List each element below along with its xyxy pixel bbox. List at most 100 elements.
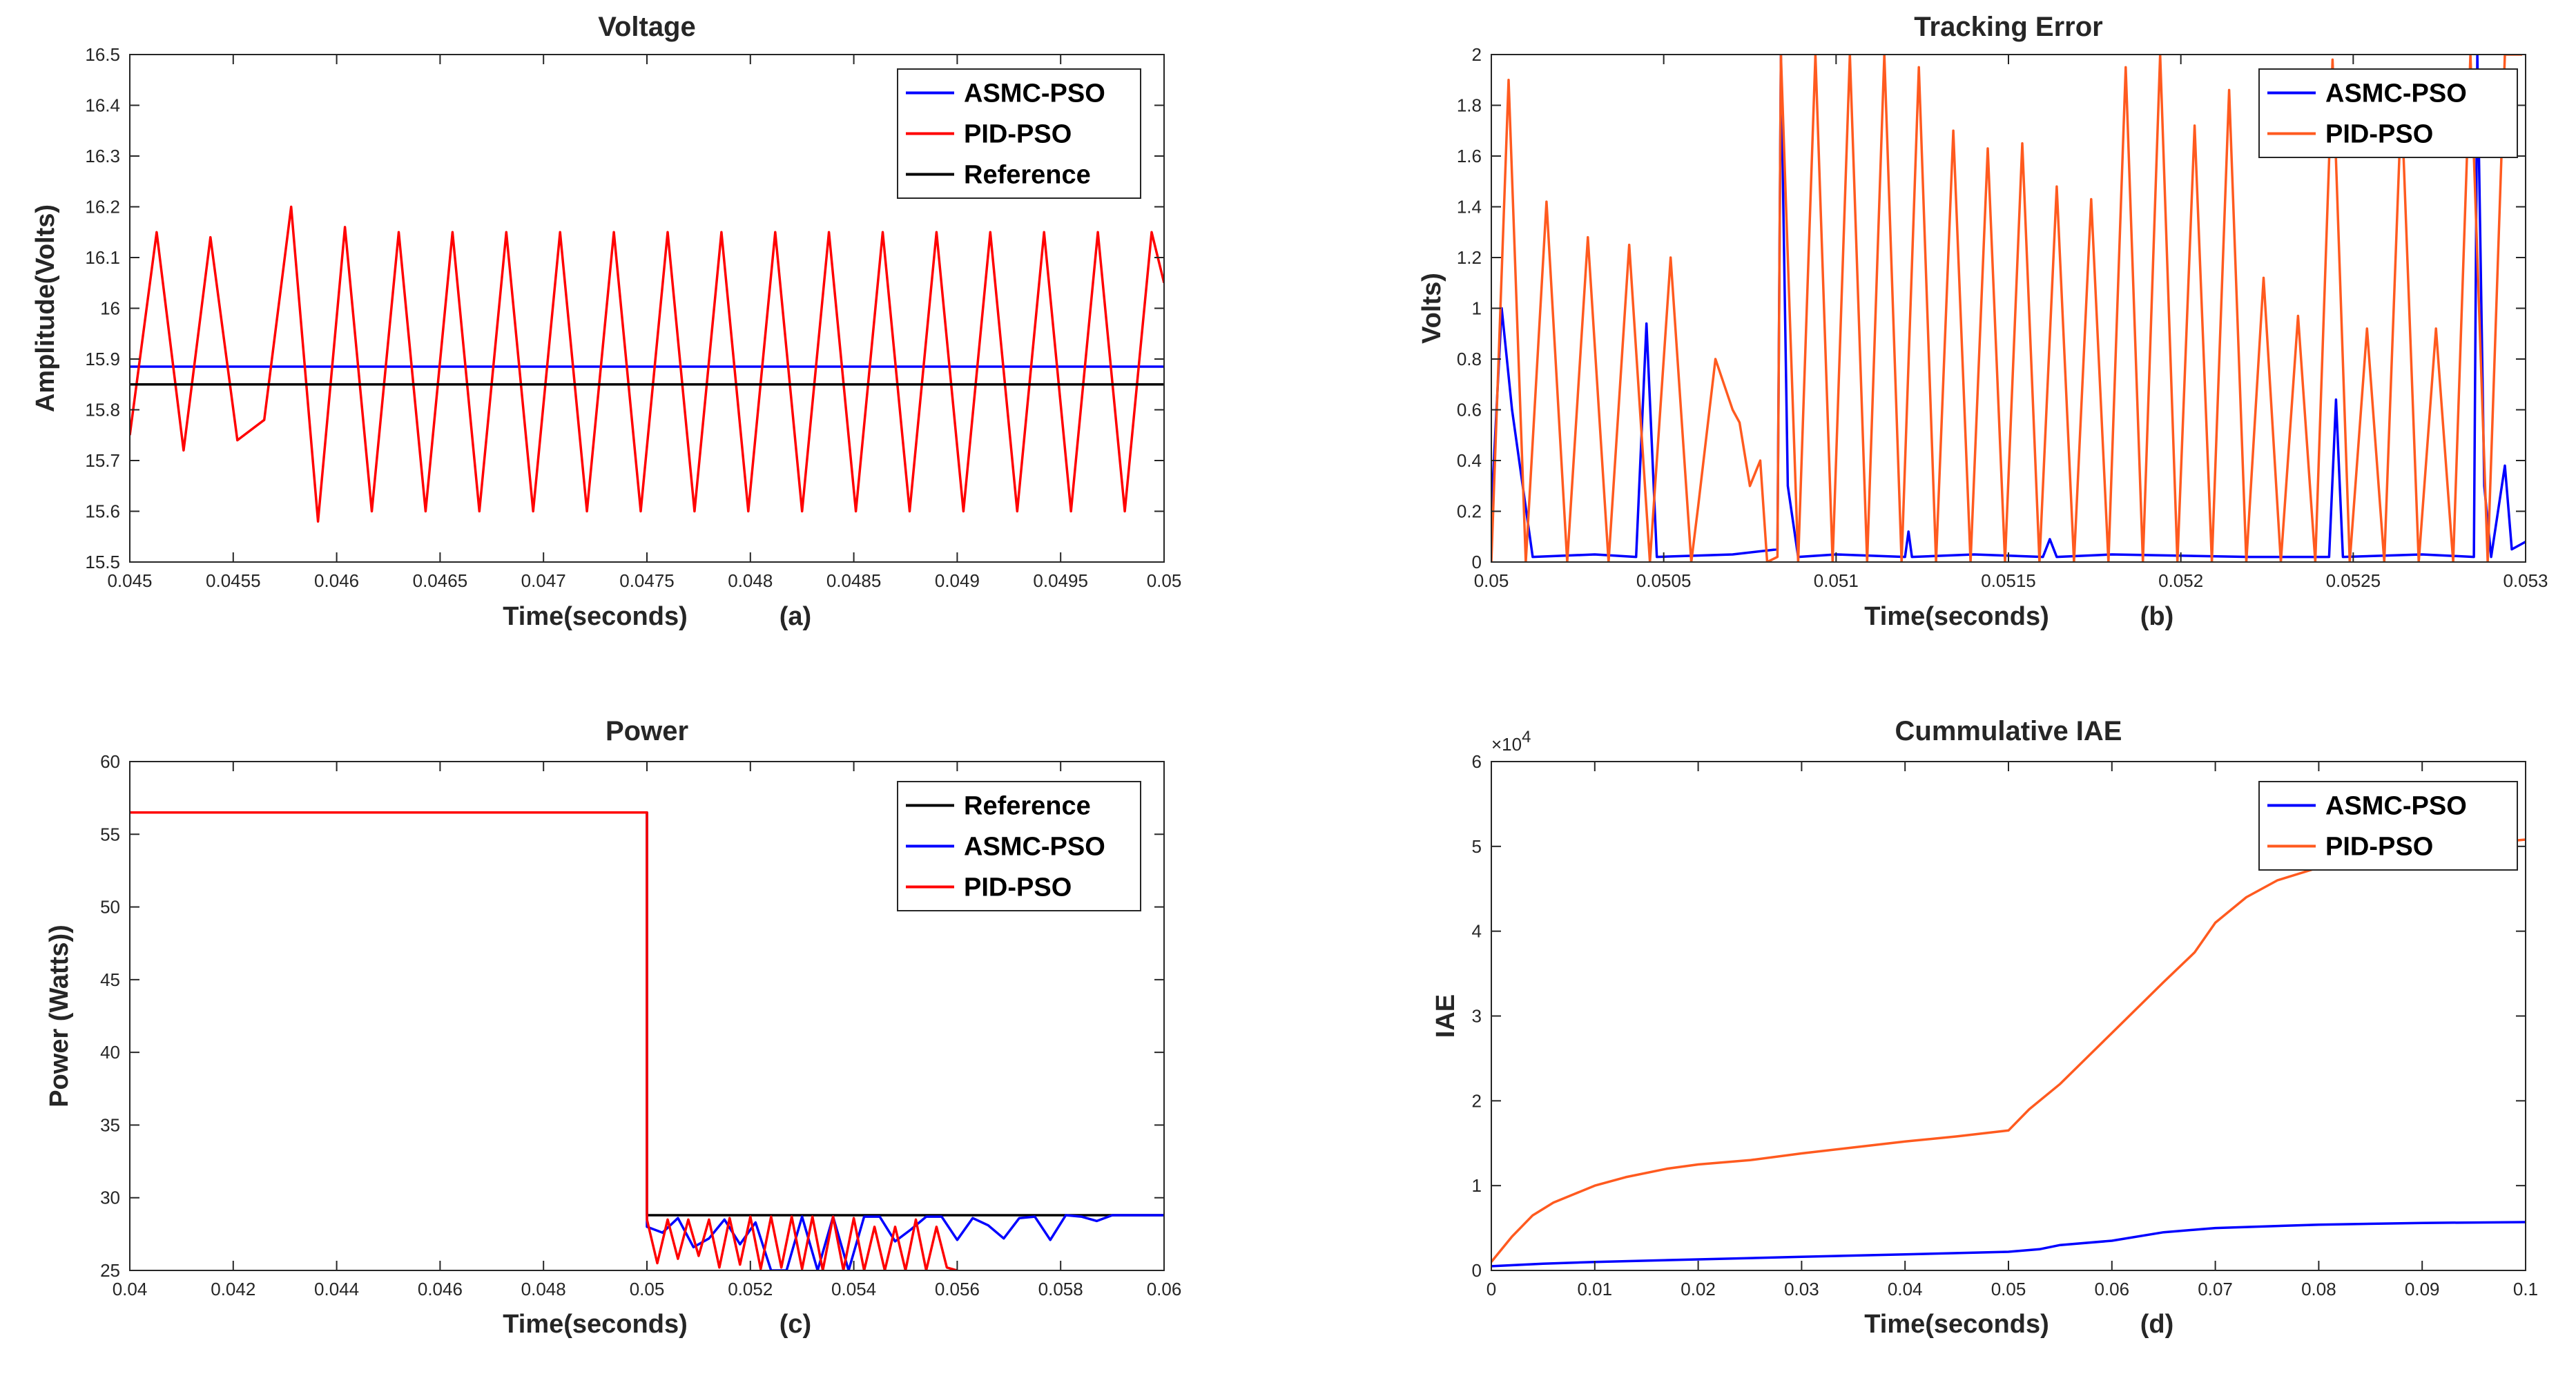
x-tick-label: 0.053 xyxy=(2503,570,2548,591)
legend-label: ASMC-PSO xyxy=(964,79,1105,108)
legend: ASMC-PSO PID-PSO xyxy=(2258,68,2518,158)
y-tick-label: 0.6 xyxy=(1457,400,1482,420)
y-tick-label: 16.1 xyxy=(85,247,120,268)
x-tick-label: 0.046 xyxy=(418,1279,463,1299)
x-tick-label: 0.09 xyxy=(2405,1279,2440,1299)
x-tick-label: 0.08 xyxy=(2301,1279,2336,1299)
legend: ASMC-PSO PID-PSO Reference xyxy=(897,68,1141,199)
legend-label: ASMC-PSO xyxy=(2325,792,2467,821)
legend-label: Reference xyxy=(964,792,1091,821)
x-tick-label: 0 xyxy=(1486,1279,1496,1299)
x-tick-label: 0.048 xyxy=(521,1279,566,1299)
x-tick-label: 0.02 xyxy=(1681,1279,1716,1299)
y-tick-label: 6 xyxy=(1472,751,1482,772)
y-tick-label: 16.2 xyxy=(85,197,120,217)
panel-label: (d) xyxy=(2140,1310,2174,1339)
panel-label: (c) xyxy=(779,1310,811,1339)
legend: Reference ASMC-PSO PID-PSO xyxy=(897,781,1141,911)
y-tick-label: 16.4 xyxy=(85,95,120,116)
y-tick-label: 16.5 xyxy=(85,44,120,65)
chart-title: Voltage xyxy=(598,12,696,42)
y-tick-label: 15.7 xyxy=(85,450,120,471)
chart-b: 0.05 0.0505 0.051 0.0515 0.052 0.0525 0.053 0 0.… xyxy=(1417,12,2548,631)
x-tick-label: 0.0495 xyxy=(1033,570,1088,591)
y-tick-label: 0.8 xyxy=(1457,349,1482,369)
legend-label: PID-PSO xyxy=(964,120,1072,149)
chart-title: Power xyxy=(606,716,688,746)
x-tick-label: 0.045 xyxy=(107,570,152,591)
y-tick-label: 5 xyxy=(1472,836,1482,857)
series-line-pid-pso xyxy=(130,205,1164,523)
series-line-pid-pso xyxy=(1491,55,2522,562)
y-tick-label: 4 xyxy=(1472,921,1482,942)
y-tick-label: 15.9 xyxy=(85,349,120,369)
y-tick-label: 60 xyxy=(100,751,120,772)
series-line-pid-pso xyxy=(1491,838,2526,1263)
y-tick-label: 2 xyxy=(1472,44,1482,65)
y-tick-label: 0 xyxy=(1472,1260,1482,1281)
y-tick-label: 55 xyxy=(100,824,120,844)
x-tick-label: 0.04 xyxy=(1888,1279,1923,1299)
chart-title: Cummulative IAE xyxy=(1895,716,2122,746)
x-tick-label: 0.051 xyxy=(1814,570,1859,591)
legend: ASMC-PSO PID-PSO xyxy=(2258,781,2518,871)
y-axis-label: IAE xyxy=(1431,994,1460,1038)
x-axis-label: Time(seconds) xyxy=(1864,602,2049,631)
x-axis-label: Time(seconds) xyxy=(503,1310,687,1339)
x-tick-label: 0.0455 xyxy=(206,570,261,591)
y-tick-label: 35 xyxy=(100,1114,120,1135)
y-axis-label: Amplitude(Volts) xyxy=(31,204,60,412)
x-tick-label: 0.05 xyxy=(1147,570,1182,591)
x-tick-label: 0.03 xyxy=(1784,1279,1819,1299)
y-tick-label: 0 xyxy=(1472,552,1482,572)
x-tick-label: 0.0525 xyxy=(2326,570,2381,591)
x-tick-label: 0.07 xyxy=(2198,1279,2233,1299)
x-tick-label: 0.04 xyxy=(113,1279,148,1299)
y-tick-label: 2 xyxy=(1472,1090,1482,1111)
y-exponent-power: 4 xyxy=(1522,728,1531,746)
y-tick-label: 1 xyxy=(1472,298,1482,319)
x-tick-label: 0.044 xyxy=(314,1279,359,1299)
x-tick-label: 0.054 xyxy=(831,1279,876,1299)
y-tick-label: 1.2 xyxy=(1457,247,1482,268)
x-axis-label: Time(seconds) xyxy=(1864,1310,2049,1339)
y-tick-label: 1.4 xyxy=(1457,197,1482,217)
x-tick-label: 0.05 xyxy=(1991,1279,2026,1299)
y-tick-label: 1.8 xyxy=(1457,95,1482,116)
x-tick-label: 0.052 xyxy=(2158,570,2203,591)
legend-label: PID-PSO xyxy=(964,873,1072,902)
y-axis-label: Volts) xyxy=(1417,273,1446,344)
legend-label: ASMC-PSO xyxy=(2325,79,2467,108)
y-axis-label: Power (Watts)) xyxy=(45,925,74,1107)
chart-d: 0 0.01 0.02 0.03 0.04 0.05 0.06 0.07 0.08 0.09 0.1… xyxy=(1431,716,2538,1339)
chart-c: 0.04 0.042 0.044 0.046 0.048 0.05 0.052 0.054 0.… xyxy=(45,716,1181,1339)
x-tick-label: 0.047 xyxy=(521,570,566,591)
y-tick-label: 16.3 xyxy=(85,146,120,166)
chart-a: 0.045 0.0455 0.046 0.0465 0.047 0.0475 0.048 0.… xyxy=(31,12,1181,631)
y-exponent-label: ×104 xyxy=(1491,728,1531,755)
x-tick-label: 0.048 xyxy=(728,570,773,591)
y-tick-label: 15.8 xyxy=(85,400,120,420)
series-line-pid-pso xyxy=(130,811,958,1270)
y-tick-label: 3 xyxy=(1472,1006,1482,1027)
x-tick-label: 0.0515 xyxy=(1981,570,2036,591)
x-tick-label: 0.05 xyxy=(630,1279,665,1299)
x-tick-label: 0.056 xyxy=(935,1279,980,1299)
x-tick-label: 0.06 xyxy=(2094,1279,2129,1299)
x-tick-label: 0.06 xyxy=(1147,1279,1182,1299)
x-tick-label: 0.042 xyxy=(211,1279,255,1299)
x-tick-label: 0.0485 xyxy=(826,570,882,591)
y-tick-label: 15.6 xyxy=(85,501,120,522)
y-tick-label: 16 xyxy=(100,298,120,319)
y-tick-label: 40 xyxy=(100,1042,120,1063)
x-axis-label: Time(seconds) xyxy=(503,602,687,631)
x-tick-label: 0.0465 xyxy=(413,570,468,591)
chart-title: Tracking Error xyxy=(1914,12,2102,42)
x-tick-label: 0.046 xyxy=(314,570,359,591)
legend-box xyxy=(2258,781,2518,871)
y-tick-label: 1.6 xyxy=(1457,146,1482,166)
x-tick-label: 0.058 xyxy=(1038,1279,1083,1299)
y-tick-label: 0.4 xyxy=(1457,450,1482,471)
y-tick-label: 45 xyxy=(100,969,120,990)
